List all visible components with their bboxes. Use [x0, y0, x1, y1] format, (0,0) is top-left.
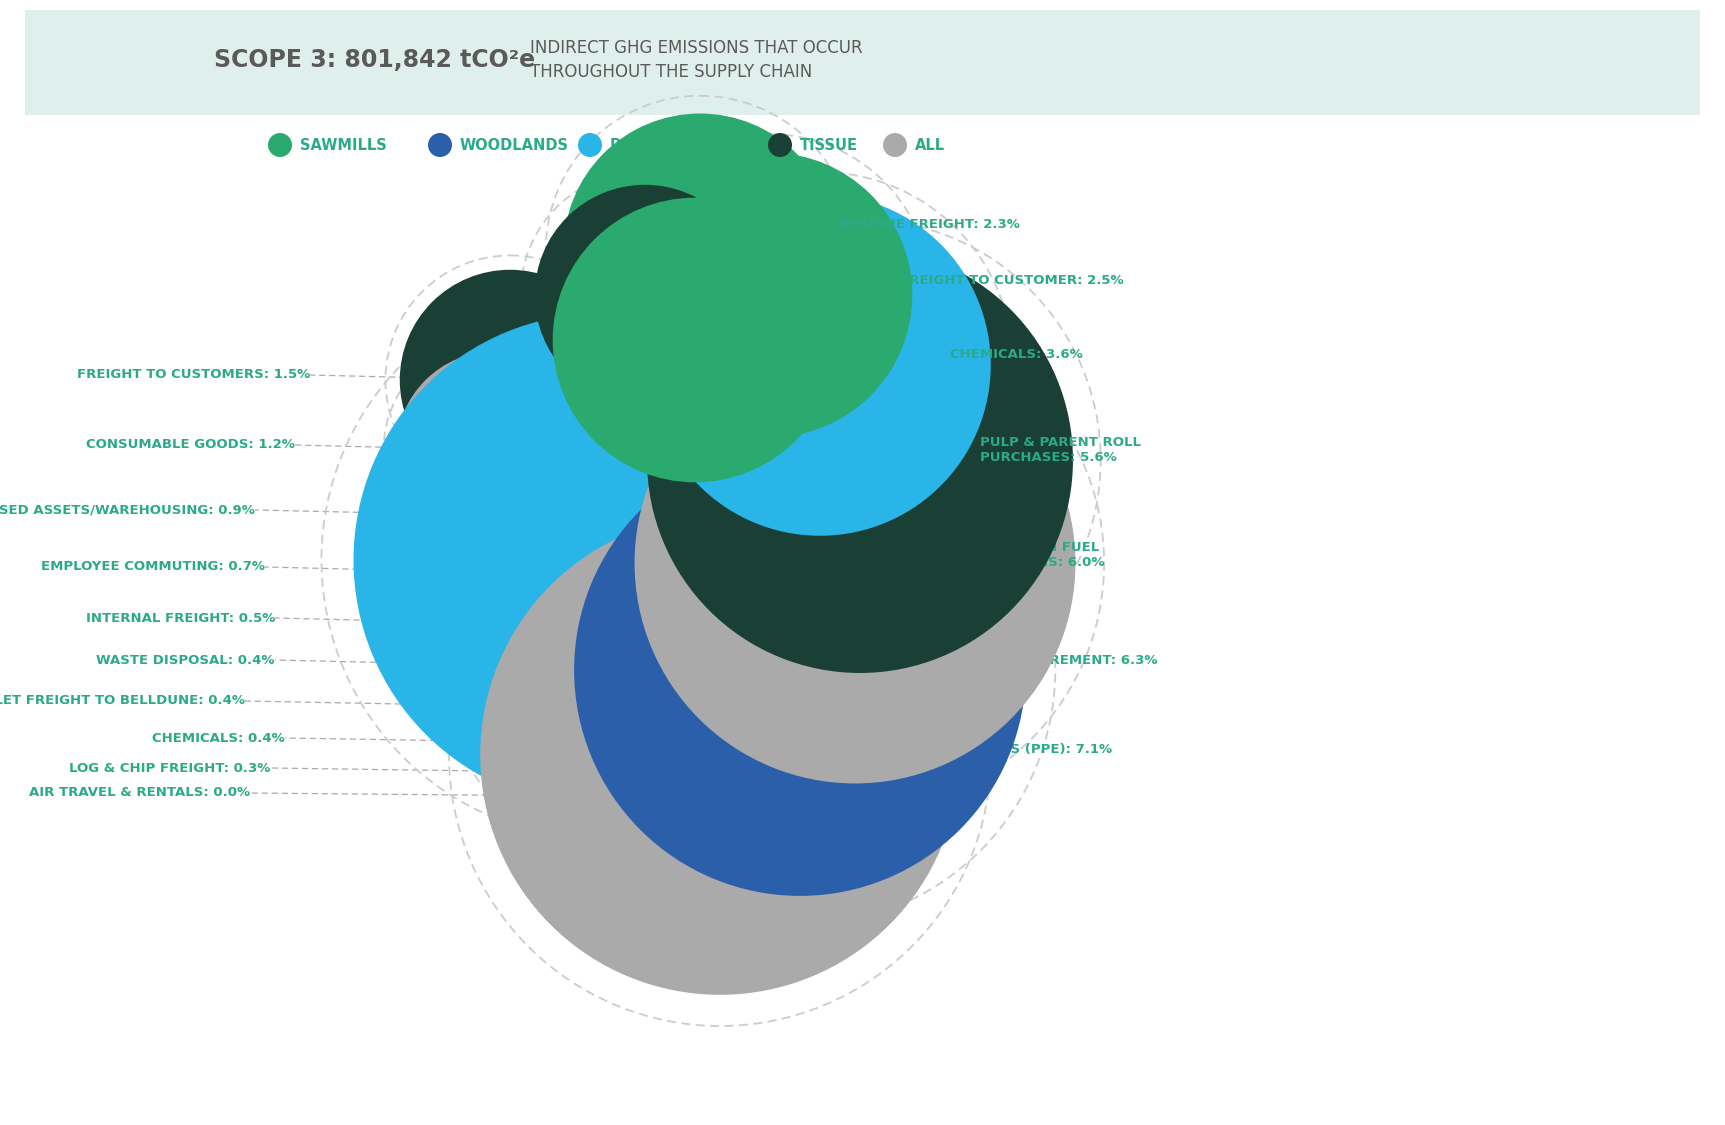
Circle shape — [448, 649, 562, 763]
Text: INDIRECT GHG EMISSIONS THAT OCCUR: INDIRECT GHG EMISSIONS THAT OCCUR — [530, 39, 862, 57]
Circle shape — [564, 114, 837, 387]
Text: LOG & CHIP FREIGHT: 0.3%: LOG & CHIP FREIGHT: 0.3% — [69, 762, 271, 774]
Circle shape — [480, 515, 959, 994]
Circle shape — [649, 195, 990, 536]
Text: THROUGHOUT THE SUPPLY CHAIN: THROUGHOUT THE SUPPLY CHAIN — [530, 63, 812, 81]
Text: LEASED ASSETS/WAREHOUSING: 0.9%: LEASED ASSETS/WAREHOUSING: 0.9% — [0, 504, 255, 516]
Text: FREIGHT TO CUSTOMER: 2.5%: FREIGHT TO CUSTOMER: 2.5% — [900, 273, 1123, 287]
Circle shape — [395, 497, 545, 647]
Circle shape — [768, 133, 792, 158]
Text: WOODLANDS: WOODLANDS — [461, 137, 569, 153]
Circle shape — [628, 153, 913, 438]
Text: WASTE DISPOSAL: 0.4%: WASTE DISPOSAL: 0.4% — [97, 654, 274, 666]
Circle shape — [473, 685, 586, 799]
Text: RESIDUE FREIGHT: 2.3%: RESIDUE FREIGHT: 2.3% — [840, 218, 1019, 232]
Circle shape — [267, 133, 292, 158]
Circle shape — [557, 778, 593, 814]
Text: UPSTREAM FUEL
EMISSIONS: 6.0%: UPSTREAM FUEL EMISSIONS: 6.0% — [975, 541, 1104, 569]
Text: PULP AND PAPER: PULP AND PAPER — [611, 137, 752, 153]
Text: CAPITAL GOODS (PPE): 7.1%: CAPITAL GOODS (PPE): 7.1% — [900, 744, 1113, 756]
Circle shape — [400, 270, 621, 490]
Text: WOOD PROCUREMENT: 6.3%: WOOD PROCUREMENT: 6.3% — [945, 654, 1157, 666]
Text: CONSUMABLE GOODS: 1.2%: CONSUMABLE GOODS: 1.2% — [86, 439, 295, 451]
Circle shape — [428, 133, 452, 158]
FancyBboxPatch shape — [24, 10, 1701, 115]
Circle shape — [883, 133, 907, 158]
Circle shape — [647, 248, 1073, 673]
Text: AIR TRAVEL & RENTALS: 0.0%: AIR TRAVEL & RENTALS: 0.0% — [29, 786, 250, 800]
Text: CHEMICALS: 3.6%: CHEMICALS: 3.6% — [950, 349, 1083, 361]
Text: TISSUE: TISSUE — [800, 137, 857, 153]
Text: SCOPE 3: 801,842 tCO²e: SCOPE 3: 801,842 tCO²e — [214, 48, 535, 72]
Circle shape — [505, 722, 604, 821]
Circle shape — [397, 351, 593, 549]
Text: PELLET FREIGHT TO BELLDUNE: 0.4%: PELLET FREIGHT TO BELLDUNE: 0.4% — [0, 694, 245, 708]
Circle shape — [535, 184, 756, 405]
Circle shape — [635, 342, 1075, 783]
Text: FREIGHT TO
CUSTOMERS:
7.5%: FREIGHT TO CUSTOMERS: 7.5% — [711, 526, 807, 569]
Text: CHEMICALS: 0.4%: CHEMICALS: 0.4% — [152, 731, 285, 745]
Circle shape — [552, 198, 837, 483]
Circle shape — [354, 314, 847, 807]
Text: EMPLOYEE COMMUTING: 0.7%: EMPLOYEE COMMUTING: 0.7% — [41, 560, 266, 574]
Circle shape — [574, 444, 1026, 896]
Circle shape — [416, 559, 543, 686]
Text: INTERNAL FREIGHT: 0.5%: INTERNAL FREIGHT: 0.5% — [86, 612, 274, 624]
Circle shape — [578, 133, 602, 158]
Text: FREIGHT TO CUSTOMERS: 1.5%: FREIGHT TO CUSTOMERS: 1.5% — [76, 369, 310, 381]
Text: PULP & PARENT ROLL
PURCHASES: 5.6%: PULP & PARENT ROLL PURCHASES: 5.6% — [980, 436, 1140, 463]
Circle shape — [433, 609, 547, 722]
Text: SAWMILLS: SAWMILLS — [300, 137, 386, 153]
Text: ALL: ALL — [914, 137, 945, 153]
Circle shape — [395, 430, 566, 601]
